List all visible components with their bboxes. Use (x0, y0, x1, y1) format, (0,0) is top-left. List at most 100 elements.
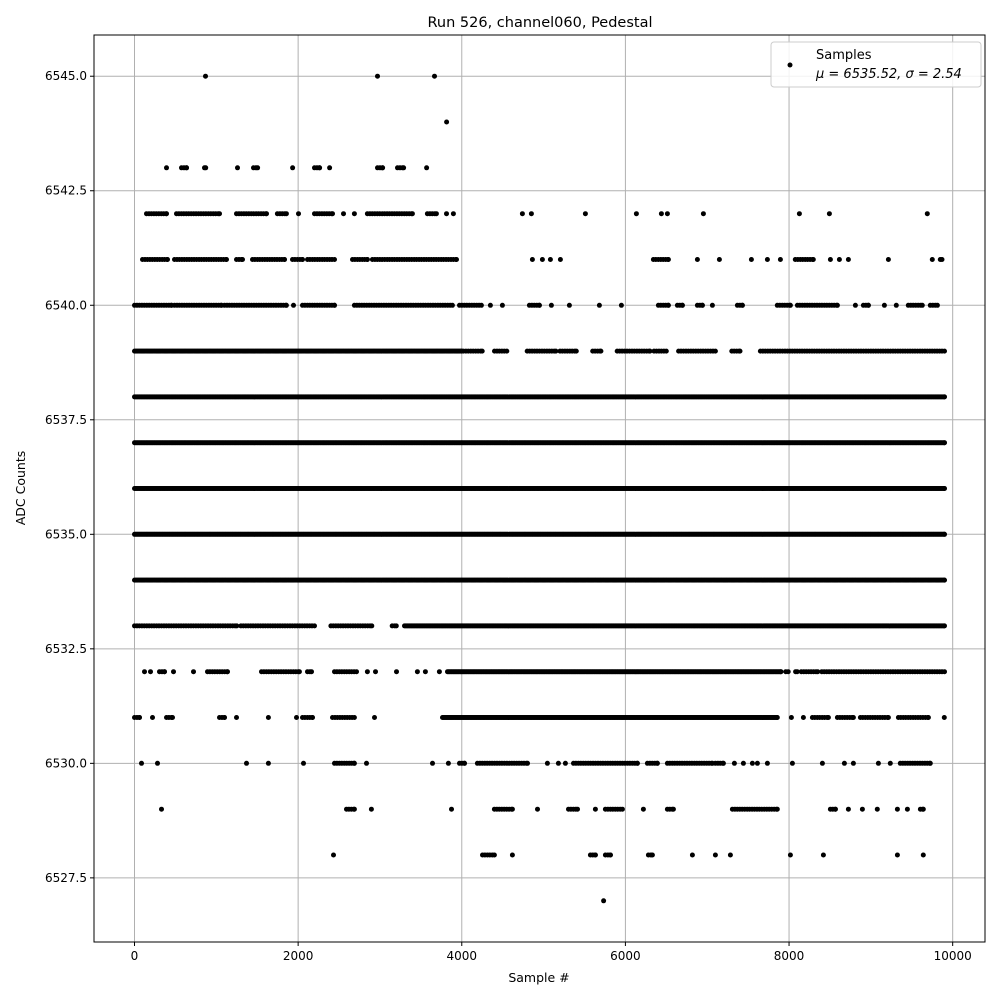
data-point (583, 211, 588, 216)
data-point (548, 257, 553, 262)
data-point (375, 74, 380, 79)
data-point (866, 303, 871, 308)
data-point (828, 257, 833, 262)
data-point (797, 211, 802, 216)
data-point (424, 165, 429, 170)
data-point (444, 211, 449, 216)
data-point (480, 349, 485, 354)
data-point (537, 303, 542, 308)
data-point (165, 257, 170, 262)
data-point (894, 303, 899, 308)
data-point (479, 303, 484, 308)
data-point (454, 257, 459, 262)
data-point (788, 303, 793, 308)
data-point (598, 349, 603, 354)
data-point (290, 165, 295, 170)
data-point (164, 165, 169, 170)
data-point (619, 303, 624, 308)
data-point (410, 211, 415, 216)
chart-title: Run 526, channel060, Pedestal (427, 15, 652, 31)
data-point (332, 257, 337, 262)
data-point (217, 211, 222, 216)
data-point (659, 211, 664, 216)
data-point (942, 578, 947, 583)
data-point (574, 349, 579, 354)
data-point (713, 349, 718, 354)
data-point (666, 257, 671, 262)
data-point (920, 303, 925, 308)
data-point (450, 303, 455, 308)
data-point (765, 257, 770, 262)
data-point (327, 165, 332, 170)
data-point (380, 165, 385, 170)
data-point (942, 440, 947, 445)
data-point (930, 257, 935, 262)
data-point (701, 211, 706, 216)
data-point (740, 303, 745, 308)
data-point (184, 165, 189, 170)
data-point (352, 211, 357, 216)
data-point (330, 211, 335, 216)
data-point (394, 623, 399, 628)
data-point (558, 257, 563, 262)
data-point (942, 394, 947, 399)
data-point (835, 303, 840, 308)
data-point (520, 211, 525, 216)
data-point (164, 211, 169, 216)
data-point (300, 257, 305, 262)
data-point (680, 303, 685, 308)
data-point (434, 211, 439, 216)
data-point (700, 303, 705, 308)
data-point (846, 257, 851, 262)
data-point (451, 211, 456, 216)
data-point (296, 211, 301, 216)
data-point (749, 257, 754, 262)
data-point (291, 303, 296, 308)
data-point (284, 211, 289, 216)
data-point (401, 165, 406, 170)
data-point (369, 623, 374, 628)
data-point (341, 211, 346, 216)
data-point (935, 303, 940, 308)
data-point (529, 211, 534, 216)
data-point (500, 303, 505, 308)
data-point (282, 257, 287, 262)
data-point (235, 165, 240, 170)
data-point (853, 303, 858, 308)
data-point (549, 303, 554, 308)
data-point (665, 211, 670, 216)
data-point (224, 257, 229, 262)
data-point (634, 211, 639, 216)
data-point (925, 211, 930, 216)
data-point (664, 349, 669, 354)
data-point (203, 165, 208, 170)
data-point (312, 623, 317, 628)
data-point (666, 303, 671, 308)
data-point (488, 303, 493, 308)
data-point (942, 532, 947, 537)
data-point (255, 165, 260, 170)
data-point (942, 486, 947, 491)
data-point (540, 257, 545, 262)
data-point (317, 165, 322, 170)
data-point (827, 211, 832, 216)
data-point (942, 349, 947, 354)
data-point (264, 211, 269, 216)
data-point (940, 257, 945, 262)
data-point (240, 257, 245, 262)
data-point (597, 303, 602, 308)
data-point (444, 120, 449, 125)
data-point (882, 303, 887, 308)
data-point (837, 257, 842, 262)
data-point (886, 257, 891, 262)
data-point (811, 257, 816, 262)
data-point (365, 257, 370, 262)
data-point (203, 74, 208, 79)
data-point (432, 74, 437, 79)
data-point (530, 257, 535, 262)
data-point (778, 257, 783, 262)
data-point (738, 349, 743, 354)
data-point (284, 303, 289, 308)
